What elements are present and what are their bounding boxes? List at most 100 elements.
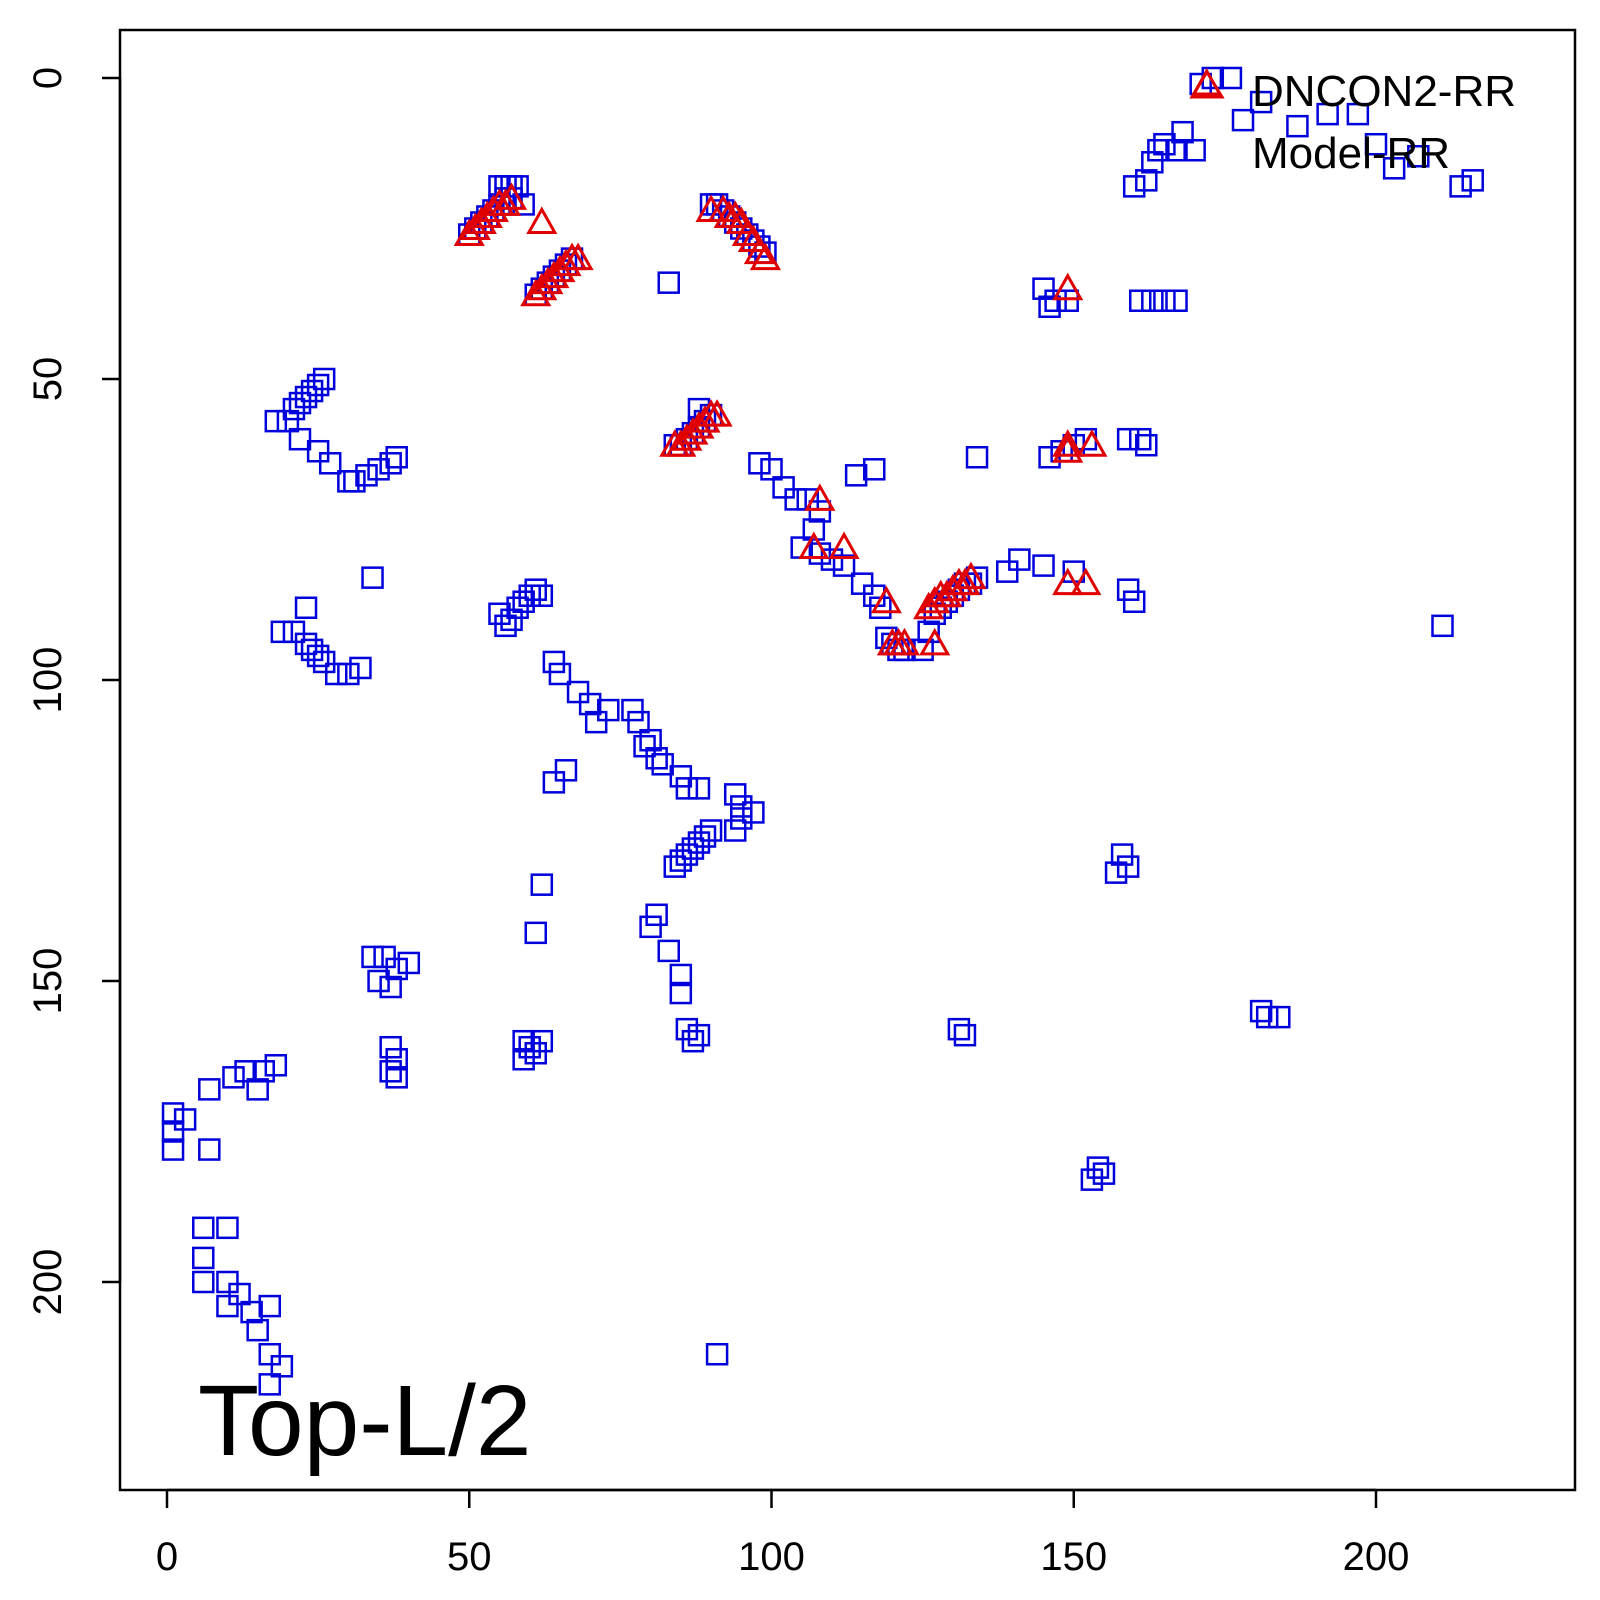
model-rr-point bbox=[246, 1078, 269, 1101]
model-rr-point bbox=[911, 638, 934, 662]
legend: DNCON2-RR Model-RR bbox=[1189, 67, 1516, 178]
model-rr-point bbox=[748, 452, 771, 475]
x-tick-label: 50 bbox=[447, 1535, 492, 1579]
model-rr-point bbox=[161, 1120, 185, 1143]
model-rr-point bbox=[723, 819, 747, 842]
dncon2-rr-point bbox=[870, 585, 902, 614]
x-axis: 0 50 100 150 200 bbox=[156, 1488, 1410, 1579]
model-rr-point bbox=[270, 620, 294, 644]
model-rr-point bbox=[723, 783, 747, 806]
model-rr-point bbox=[1104, 861, 1128, 884]
model-rr-point bbox=[699, 819, 723, 842]
model-rr-point bbox=[1044, 289, 1067, 312]
model-rr-point bbox=[1128, 289, 1152, 312]
model-rr-point bbox=[633, 734, 656, 758]
model-rr-point bbox=[657, 939, 680, 963]
model-rr-point bbox=[669, 849, 693, 872]
model-rr-point bbox=[216, 1294, 239, 1318]
model-rr-point bbox=[808, 500, 832, 523]
model-rr-point bbox=[1135, 169, 1158, 192]
model-rr-point bbox=[1316, 102, 1339, 126]
model-rr-point bbox=[705, 1342, 729, 1366]
model-rr-point bbox=[318, 452, 342, 475]
model-rr-point bbox=[325, 662, 348, 686]
model-rr-point bbox=[1407, 145, 1430, 168]
dncon2-rr-point bbox=[798, 531, 830, 560]
model-rr-point bbox=[566, 680, 590, 704]
model-rr-point bbox=[500, 608, 523, 632]
model-rr-point bbox=[850, 572, 874, 595]
model-rr-point bbox=[675, 777, 699, 800]
model-rr-point bbox=[240, 1300, 263, 1324]
model-rr-point bbox=[621, 698, 644, 722]
model-rr-point bbox=[1032, 554, 1055, 577]
model-rr-point bbox=[965, 446, 989, 469]
model-rr-point bbox=[1008, 548, 1031, 571]
legend-dncon2-rr-marker bbox=[1189, 69, 1225, 99]
model-rr-point bbox=[639, 915, 662, 939]
model-rr-point bbox=[276, 409, 300, 433]
model-rr-point bbox=[1128, 427, 1152, 451]
model-rr-point bbox=[258, 1342, 282, 1366]
model-rr-point bbox=[1431, 614, 1454, 638]
model-rr-point bbox=[820, 548, 844, 571]
model-rr-point bbox=[192, 1270, 215, 1294]
model-rr-point bbox=[1056, 289, 1079, 312]
model-rr-point bbox=[687, 1023, 711, 1047]
dncon2-rr-point bbox=[731, 218, 763, 247]
dncon2-rr-point bbox=[701, 399, 733, 427]
model-rr-point bbox=[288, 427, 312, 451]
model-rr-point bbox=[161, 1138, 185, 1161]
dncon2-rr-point bbox=[955, 561, 987, 590]
model-rr-point bbox=[355, 464, 378, 487]
model-rr-point bbox=[1231, 108, 1255, 132]
model-rr-point bbox=[1249, 999, 1273, 1023]
dncon2-rr-point bbox=[719, 200, 751, 228]
y-axis: 0 50 100 150 200 bbox=[26, 67, 122, 1315]
model-rr-point bbox=[1364, 132, 1388, 156]
model-rr-point bbox=[1092, 1162, 1116, 1185]
model-rr-point bbox=[300, 379, 324, 403]
model-rr-point bbox=[228, 1282, 251, 1306]
model-rr-point bbox=[1461, 169, 1484, 192]
model-rr-point bbox=[1147, 138, 1170, 162]
model-rr-point bbox=[1183, 138, 1206, 162]
model-rr-point bbox=[306, 439, 330, 463]
model-rr-point bbox=[687, 831, 711, 854]
model-rr-point bbox=[282, 397, 306, 421]
model-rr-point bbox=[246, 1318, 269, 1342]
model-rr-point bbox=[1116, 427, 1140, 451]
model-rr-point bbox=[597, 698, 620, 722]
legend-model-rr-label: Model-RR bbox=[1252, 129, 1450, 178]
model-rr-point bbox=[385, 1066, 408, 1089]
model-rr-point bbox=[518, 1035, 541, 1059]
model-rr-point bbox=[1038, 446, 1061, 469]
model-rr-point bbox=[1286, 114, 1309, 138]
model-rr-point bbox=[1346, 102, 1370, 126]
y-tick-label: 150 bbox=[26, 948, 70, 1015]
model-rr-point bbox=[730, 795, 753, 818]
model-rr-point bbox=[772, 476, 795, 499]
dncon2-rr-point bbox=[1052, 435, 1084, 463]
model-rr-point bbox=[730, 807, 753, 830]
model-rr-point bbox=[385, 446, 408, 469]
model-rr-point bbox=[282, 620, 306, 644]
model-rr-point bbox=[216, 1270, 239, 1294]
model-rr-point bbox=[252, 1060, 275, 1083]
x-tick-label: 200 bbox=[1343, 1535, 1410, 1579]
dncon2-rr-point bbox=[749, 242, 782, 271]
legend-dncon2-rr-label: DNCON2-RR bbox=[1252, 67, 1516, 116]
model-rr-point bbox=[337, 662, 360, 686]
dncon2-rr-point bbox=[1070, 567, 1102, 596]
dncon2-rr-point bbox=[1052, 429, 1084, 457]
model-rr-point bbox=[832, 554, 856, 577]
model-rr-point bbox=[198, 1138, 221, 1161]
model-rr-point bbox=[173, 1108, 197, 1131]
dncon2-rr-point bbox=[919, 627, 951, 656]
panel-annotation: Top-L/2 bbox=[198, 1365, 532, 1477]
model-rr-point bbox=[524, 1041, 547, 1065]
model-rr-point bbox=[161, 1102, 185, 1125]
model-rr-point bbox=[294, 632, 318, 656]
model-rr-point bbox=[518, 584, 541, 607]
